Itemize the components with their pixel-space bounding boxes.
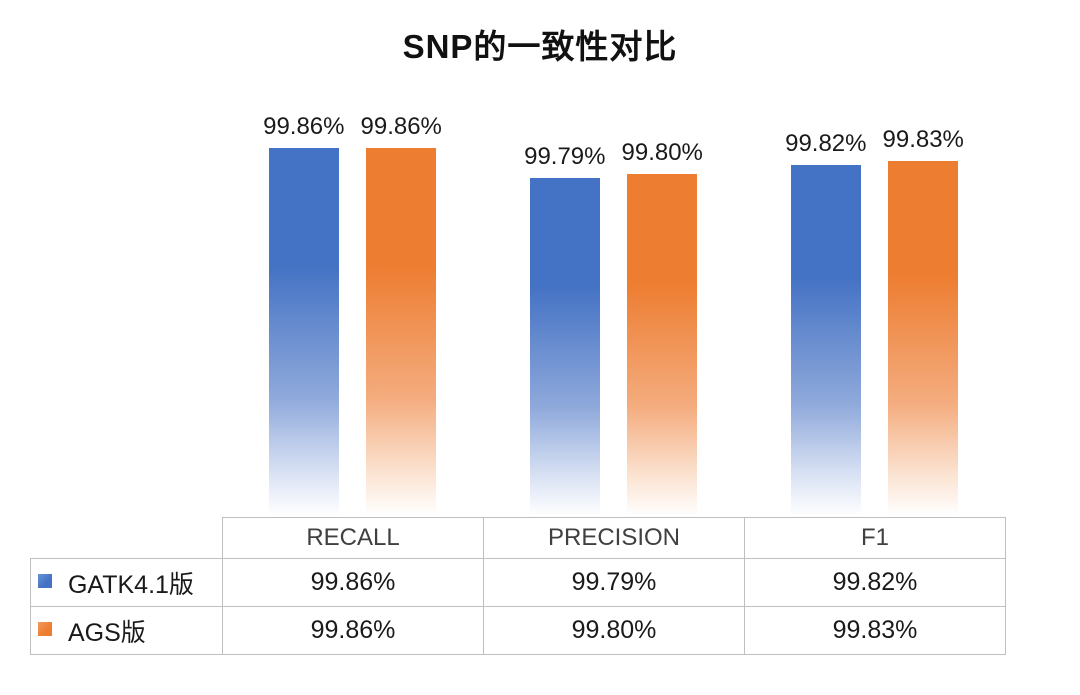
- legend-key-gatk-icon: [38, 573, 52, 588]
- bar-gatk41-precision: [529, 178, 600, 516]
- bar-ags-recall: [366, 148, 437, 516]
- cell-ags-recall: 99.86%: [222, 606, 484, 655]
- bar-chart-plot-area: 99.86% 99.86% 99.79% 99.80% 99.82% 99.83%: [222, 88, 1005, 516]
- series-label-cell-ags: AGS版: [30, 606, 223, 655]
- series-label-gatk: GATK4.1版: [67, 570, 194, 599]
- bar-ags-f1: [888, 161, 959, 516]
- series-label-cell-gatk: GATK4.1版: [30, 558, 223, 607]
- table-row-gatk: GATK4.1版 99.86% 99.79% 99.82%: [30, 558, 1006, 607]
- cell-ags-f1: 99.83%: [744, 606, 1006, 655]
- table-header-row: RECALL PRECISION F1: [31, 517, 1006, 559]
- cell-gatk-recall: 99.86%: [222, 558, 484, 607]
- legend-key-ags-icon: [38, 621, 52, 636]
- data-label-ags-precision: 99.80%: [621, 139, 703, 166]
- data-label-gatk41-precision: 99.79%: [524, 143, 606, 170]
- bar-group-f1: 99.82% 99.83%: [744, 88, 1005, 516]
- data-label-gatk41-recall: 99.86%: [263, 113, 345, 140]
- table-header-precision: PRECISION: [483, 517, 745, 559]
- bar-group-recall: 99.86% 99.86%: [222, 88, 483, 516]
- cell-gatk-f1: 99.82%: [744, 558, 1006, 607]
- bar-slot-gatk41-f1: 99.82%: [785, 88, 867, 516]
- bar-slot-ags-recall: 99.86%: [361, 88, 442, 516]
- bar-slot-ags-f1: 99.83%: [883, 88, 964, 516]
- cell-gatk-precision: 99.79%: [483, 558, 745, 607]
- table-header-recall: RECALL: [222, 517, 484, 559]
- chart-title: SNP的一致性对比: [402, 28, 678, 65]
- bar-gatk41-f1: [790, 165, 861, 516]
- data-table: RECALL PRECISION F1 GATK4.1版 99.86% 99.7…: [30, 517, 1006, 655]
- bar-slot-gatk41-recall: 99.86%: [263, 88, 345, 516]
- cell-ags-precision: 99.80%: [483, 606, 745, 655]
- series-label-ags: AGS版: [67, 618, 146, 647]
- data-label-gatk41-f1: 99.82%: [785, 130, 867, 157]
- bar-ags-precision: [627, 174, 698, 516]
- bar-slot-ags-precision: 99.80%: [622, 88, 703, 516]
- data-label-ags-f1: 99.83%: [882, 126, 964, 153]
- bar-gatk41-recall: [268, 148, 339, 516]
- table-header-f1: F1: [744, 517, 1006, 559]
- table-corner-cell: [31, 518, 223, 559]
- bar-group-precision: 99.79% 99.80%: [483, 88, 744, 516]
- table-row-ags: AGS版 99.86% 99.80% 99.83%: [30, 606, 1006, 655]
- bar-slot-gatk41-precision: 99.79%: [524, 88, 606, 516]
- data-label-ags-recall: 99.86%: [360, 113, 442, 140]
